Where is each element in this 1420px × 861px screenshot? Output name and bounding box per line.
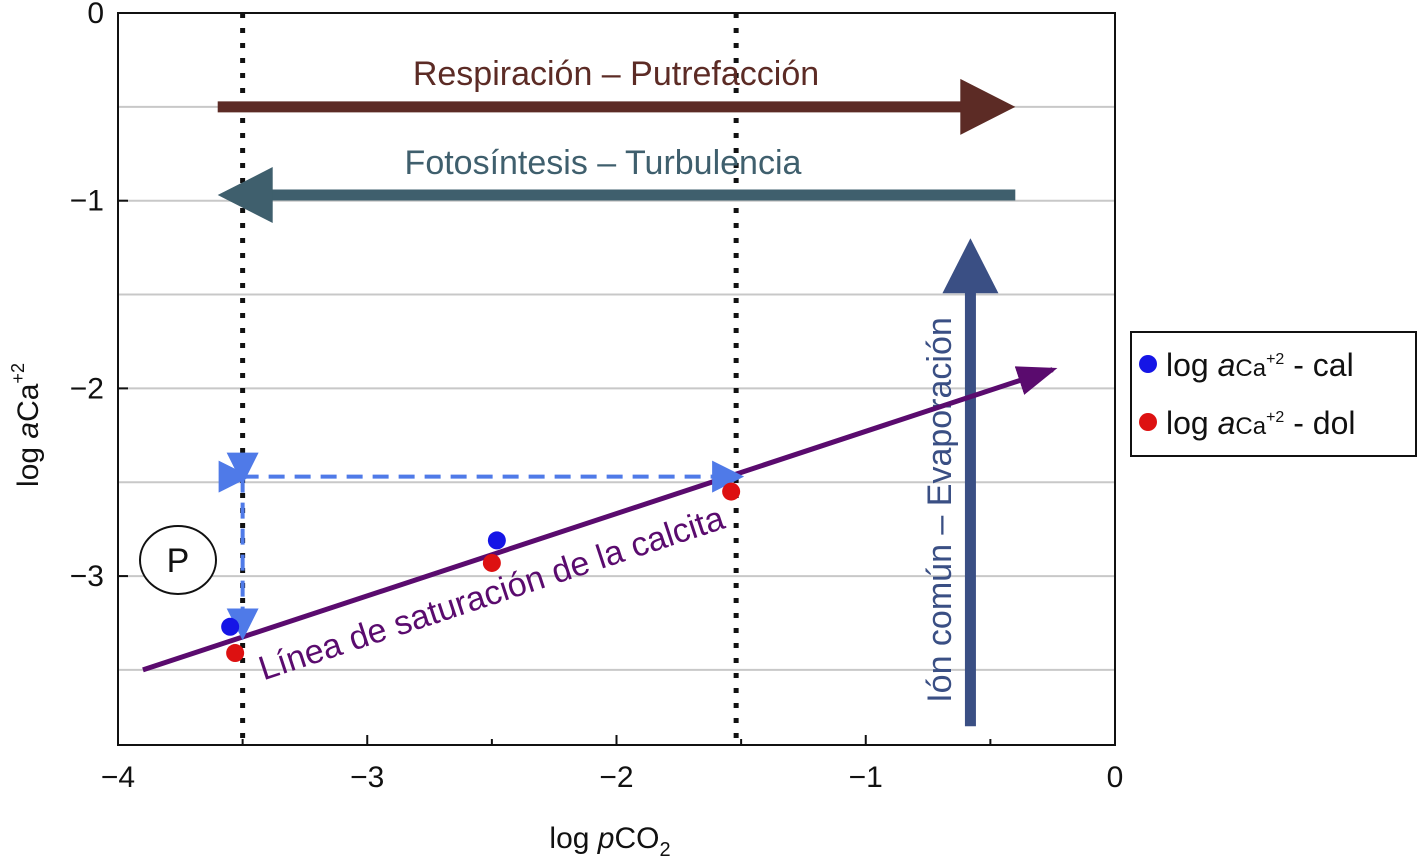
data-point-dol-0 (226, 644, 245, 663)
y-axis-title-main: Ca (12, 383, 45, 422)
legend-cal-ion: Ca (1235, 355, 1266, 382)
process-arrow-head-2 (942, 238, 999, 294)
process-arrow-head-0 (960, 78, 1016, 135)
x-tick-label-3: −1 (849, 761, 883, 794)
legend-cal-sup: +2 (1266, 351, 1284, 368)
y-tick-label-0: 0 (87, 0, 104, 30)
process-arrows: Respiración – Putrefacción Fotosíntesis –… (217, 55, 1016, 727)
legend-dol-var: a (1218, 405, 1236, 441)
x-axis-title-var: p (597, 822, 615, 855)
data-point-cal-1 (487, 531, 506, 550)
legend-cal-prefix: log (1166, 347, 1218, 383)
data-points (221, 482, 741, 663)
point-p-label: P (167, 542, 190, 580)
x-tick-label-1: −3 (350, 761, 384, 794)
vertical-dotted-lines (240, 13, 739, 745)
x-axis-title-sub: 2 (659, 839, 670, 861)
process-arrow-0 (217, 78, 1016, 135)
legend-dol-ion: Ca (1235, 413, 1266, 440)
data-point-cal-0 (221, 617, 240, 636)
legend-cal-var: a (1218, 347, 1236, 383)
y-tick-label-3: −3 (70, 560, 104, 593)
saturation-line-label: Línea de saturación de la calcita (254, 499, 729, 688)
data-point-dol-1 (482, 553, 501, 572)
process-arrow-1 (217, 167, 1016, 224)
y-axis-title-sup: +2 (8, 363, 28, 384)
legend-marker-dol (1139, 413, 1157, 431)
x-axis-title: log pCO2 (549, 822, 670, 861)
y-tick-label-1: −1 (70, 185, 104, 218)
x-axis-title-prefix: log (549, 822, 597, 855)
data-point-dol-2 (722, 482, 741, 501)
legend-cal-suffix: - cal (1284, 347, 1353, 383)
y-tick-label-2: −2 (70, 372, 104, 405)
process-arrow-2 (942, 238, 999, 727)
respiration-arrow-label: Respiración – Putrefacción (413, 55, 819, 93)
y-axis-title-var: a (12, 422, 45, 439)
process-arrow-head-1 (217, 167, 273, 224)
x-axis-title-main: CO (614, 822, 659, 855)
legend-dol-sup: +2 (1266, 409, 1284, 426)
dashed-arrows (218, 452, 745, 641)
axis-ticks: −4 −3 −2 −1 0 0 −1 −2 −3 (70, 0, 1124, 794)
photosynthesis-arrow-label: Fotosíntesis – Turbulencia (405, 144, 802, 182)
y-axis-title: log aCa+2 (8, 363, 45, 487)
x-tick-label-4: 0 (1107, 761, 1124, 794)
x-tick-label-0: −4 (101, 761, 135, 794)
saturation-line-group: Línea de saturación de la calcita (142, 366, 1058, 688)
legend-box (1130, 331, 1417, 457)
legend: log aCa+2 - cal log aCa+2 - dol (1130, 331, 1417, 457)
legend-dol-prefix: log (1166, 405, 1218, 441)
legend-entry-dol: log aCa+2 - dol (1166, 405, 1355, 441)
y-axis-title-prefix: log (12, 439, 45, 487)
point-p-circle (139, 525, 217, 595)
legend-entry-cal: log aCa+2 - cal (1166, 347, 1354, 383)
evaporation-arrow-label: Ión común – Evaporación (921, 317, 959, 703)
legend-dol-suffix: - dol (1284, 405, 1355, 441)
x-tick-label-2: −2 (599, 761, 633, 794)
saturation-line (142, 366, 1058, 673)
legend-marker-cal (1139, 355, 1157, 373)
